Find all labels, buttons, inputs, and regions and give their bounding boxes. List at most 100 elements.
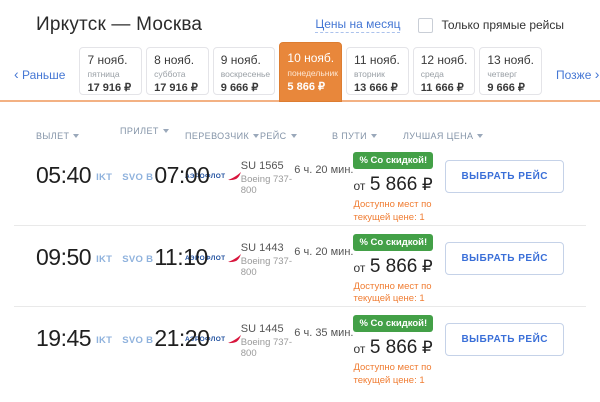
date-carousel: ‹ Раньше 7 нояб. пятница 17 916 ₽ 8 нояб…: [0, 42, 600, 102]
flight-route: 05:40 IKT SVO B 07:00: [36, 150, 210, 189]
origin-code: IKT: [96, 172, 113, 183]
flight-row: 19:45 IKT SVO B 21:20 АЭРОФЛОТ SU 1445 B…: [0, 307, 600, 388]
date-card-date: 8 нояб.: [154, 53, 195, 67]
aeroflot-flag-icon: [227, 253, 241, 262]
later-dates-button[interactable]: Позже ›: [556, 66, 599, 82]
date-card-price: 13 666 ₽: [354, 82, 398, 94]
page-title: Иркутск — Москва: [36, 14, 203, 35]
sort-carrier[interactable]: Перевозчик: [185, 131, 260, 141]
chevron-down-icon: [371, 134, 378, 138]
arrival-time: 21:20: [154, 325, 210, 352]
flight-number: SU 1445: [240, 323, 284, 336]
currency-symbol: ₽: [421, 175, 433, 194]
date-card-selected[interactable]: 10 нояб. понедельник 5 866 ₽: [279, 42, 343, 102]
date-card[interactable]: 11 нояб. вторник 13 666 ₽: [346, 47, 409, 95]
month-prices-link[interactable]: Цены на месяц: [315, 17, 401, 33]
date-card-price: 9 666 ₽: [220, 82, 259, 94]
select-flight-button[interactable]: ВЫБРАТЬ РЕЙС: [445, 241, 564, 275]
aeroflot-flag-icon: [227, 172, 241, 181]
flight-duration: 6 ч. 20 мин.: [294, 164, 354, 176]
date-card[interactable]: 12 нояб. среда 11 666 ₽: [412, 47, 476, 95]
date-card-weekday: среда: [420, 69, 444, 79]
date-cards: 7 нояб. пятница 17 916 ₽ 8 нояб. суббота…: [79, 42, 542, 102]
carrier-name: АЭРОФЛОТ: [185, 254, 226, 262]
flight-route: 09:50 IKT SVO B 11:10: [36, 232, 208, 271]
departure-time: 19:45: [36, 325, 92, 352]
date-card-date: 13 нояб.: [487, 53, 535, 67]
date-card[interactable]: 7 нояб. пятница 17 916 ₽: [79, 47, 143, 95]
departure-time: 05:40: [36, 162, 92, 188]
currency-symbol: ₽: [421, 338, 433, 358]
date-card-price: 17 916 ₽: [154, 82, 198, 94]
flight-number: SU 1443: [240, 241, 284, 254]
aircraft-type: Boeing 737-800: [240, 255, 292, 278]
chevron-down-icon: [290, 134, 297, 138]
date-card[interactable]: 13 нояб. четверг 9 666 ₽: [479, 47, 542, 95]
chevron-left-icon: ‹: [14, 66, 19, 82]
flight-info: SU 1445 Boeing 737-800: [241, 313, 295, 359]
date-card-weekday: четверг: [487, 69, 518, 79]
price-line: от 5 866 ₽: [353, 337, 433, 359]
price-amount: 5 866: [369, 174, 418, 195]
top-bar: Иркутск — Москва Цены на месяц Только пр…: [0, 0, 600, 36]
date-card-price: 9 666 ₽: [487, 82, 525, 94]
date-card-date: 11 нояб.: [354, 53, 400, 67]
row-divider: [14, 306, 586, 308]
earlier-label: Раньше: [22, 68, 66, 82]
price-line: от 5 866 ₽: [353, 255, 433, 277]
origin-code: IKT: [96, 253, 113, 265]
price-line: от 5 866 ₽: [353, 174, 433, 195]
destination-code: SVO B: [122, 253, 154, 265]
discount-badge: % Со скидкой!: [353, 315, 434, 333]
sort-arrival[interactable]: Прилет: [120, 126, 169, 136]
date-card-weekday: понедельник: [287, 68, 338, 78]
price-block: % Со скидкой! от 5 866 ₽ Доступно мест п…: [353, 313, 445, 388]
price-amount: 5 866: [369, 337, 418, 359]
carrier-name: АЭРОФЛОТ: [185, 336, 226, 344]
date-card[interactable]: 8 нояб. суббота 17 916 ₽: [146, 47, 209, 95]
departure-time: 09:50: [36, 243, 92, 270]
aircraft-type: Boeing 737-800: [240, 174, 292, 196]
date-card-date: 7 нояб.: [87, 53, 128, 67]
discount-badge: % Со скидкой!: [353, 152, 434, 169]
select-flight-button[interactable]: ВЫБРАТЬ РЕЙС: [445, 323, 564, 357]
date-card-price: 11 666 ₽: [420, 82, 464, 94]
date-card[interactable]: 9 нояб. воскресенье 9 666 ₽: [212, 47, 276, 95]
chevron-right-icon: ›: [594, 66, 600, 82]
flight-info: SU 1443 Boeing 737-800: [241, 232, 295, 278]
currency-symbol: ₽: [421, 256, 433, 276]
origin-code: IKT: [96, 335, 113, 347]
date-card-date: 12 нояб.: [420, 53, 468, 67]
sort-flight[interactable]: Рейс: [260, 131, 297, 141]
carrier-logo: АЭРОФЛОТ: [185, 150, 241, 181]
results-table-header: Вылет Прилет Перевозчик Рейс В пути Лучш…: [0, 126, 600, 144]
arrival-time: 11:10: [154, 243, 208, 270]
sort-duration[interactable]: В пути: [332, 131, 378, 141]
carrier-name: АЭРОФЛОТ: [185, 173, 226, 180]
select-flight-button[interactable]: ВЫБРАТЬ РЕЙС: [445, 160, 564, 193]
later-label: Позже: [556, 68, 592, 82]
date-card-weekday: суббота: [154, 69, 186, 79]
date-card-weekday: пятница: [87, 69, 120, 79]
date-card-date: 9 нояб.: [220, 53, 261, 67]
carrier-logo: АЭРОФЛОТ: [185, 232, 241, 263]
carrier-logo: АЭРОФЛОТ: [185, 313, 241, 344]
chevron-down-icon: [73, 134, 80, 138]
sort-departure[interactable]: Вылет: [36, 131, 80, 141]
flight-duration: 6 ч. 35 мин.: [294, 327, 354, 340]
date-card-price: 17 916 ₽: [87, 82, 132, 94]
price-block: % Со скидкой! от 5 866 ₽ Доступно мест п…: [353, 232, 445, 307]
direct-flights-filter: Только прямые рейсы: [418, 17, 564, 33]
direct-flights-checkbox[interactable]: [418, 17, 434, 33]
chevron-down-icon: [162, 129, 169, 133]
flight-row: 05:40 IKT SVO B 07:00 АЭРОФЛОТ SU 1565 B…: [0, 144, 600, 225]
flight-number: SU 1565: [240, 160, 284, 172]
arrival-time: 07:00: [154, 162, 210, 188]
flight-route: 19:45 IKT SVO B 21:20: [36, 313, 210, 352]
price-block: % Со скидкой! от 5 866 ₽ Доступно мест п…: [353, 150, 445, 225]
chevron-down-icon: [477, 134, 484, 138]
discount-badge: % Со скидкой!: [353, 233, 434, 251]
earlier-dates-button[interactable]: ‹ Раньше: [14, 66, 65, 82]
sort-best-price[interactable]: Лучшая цена: [403, 131, 484, 141]
availability-note: Доступно мест по текущей цене: 1: [353, 280, 432, 305]
